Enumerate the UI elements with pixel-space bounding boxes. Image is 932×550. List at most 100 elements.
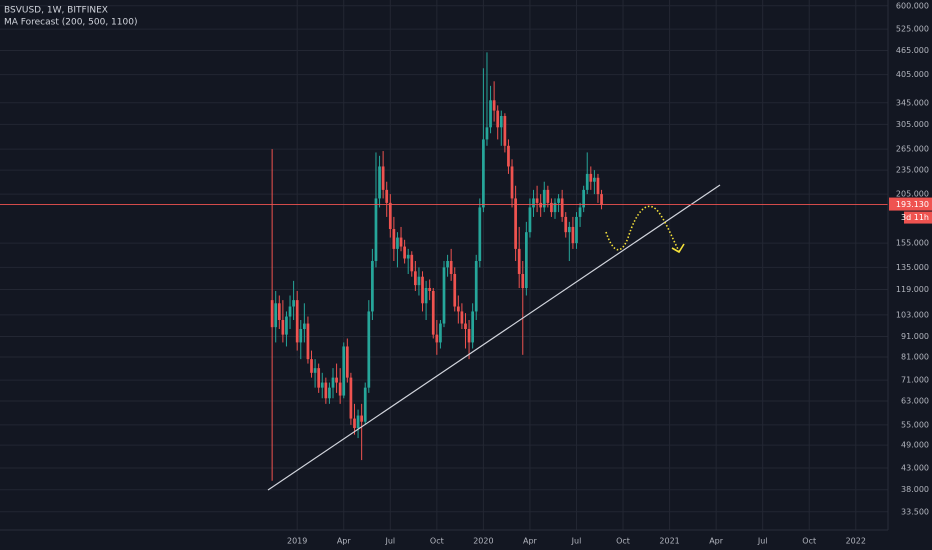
candle-body xyxy=(560,198,564,217)
x-tick-label: Apr xyxy=(709,537,724,546)
candle-body xyxy=(431,290,435,335)
candle-body xyxy=(460,311,464,324)
candle-body xyxy=(557,198,560,203)
candle-body xyxy=(546,189,550,203)
candle-body xyxy=(335,377,338,383)
candle-body xyxy=(474,260,478,312)
chart-title: BSVUSD, 1W, BITFINEX xyxy=(4,6,108,16)
candle-body xyxy=(593,177,596,182)
candle-body xyxy=(285,316,288,335)
candle-body xyxy=(349,377,353,419)
y-tick-label: 155.000 xyxy=(896,239,929,248)
candle-body xyxy=(553,202,557,213)
candle-body xyxy=(403,246,406,259)
y-tick-label: 135.000 xyxy=(896,263,929,272)
candle-body xyxy=(406,254,410,259)
trend-line xyxy=(267,184,721,491)
candle-body xyxy=(277,303,281,321)
candle-body xyxy=(571,226,575,244)
y-tick-label: 81.000 xyxy=(901,352,929,361)
candle-body xyxy=(575,216,578,244)
x-tick-label: Jul xyxy=(571,537,582,546)
candle-body xyxy=(302,323,306,329)
x-tick-label: Jul xyxy=(757,537,768,546)
candle-body xyxy=(342,346,346,396)
candle-body xyxy=(467,328,471,343)
candle-body xyxy=(381,166,385,190)
candle-body xyxy=(270,300,274,328)
candle-body xyxy=(532,198,535,208)
candle-body xyxy=(392,229,396,249)
countdown-badge xyxy=(904,211,932,224)
candle-body xyxy=(374,198,378,261)
candle-body xyxy=(306,323,310,360)
candle-body xyxy=(435,334,439,343)
price-badge xyxy=(889,197,932,211)
y-tick-label: 305.000 xyxy=(896,120,929,129)
candle-body xyxy=(589,173,593,182)
x-tick-label: 2020 xyxy=(473,537,493,546)
y-tick-label: 205.000 xyxy=(896,190,929,199)
y-tick-label: 91.000 xyxy=(901,332,929,341)
y-tick-label: 49.000 xyxy=(901,441,929,450)
candle-body xyxy=(503,116,507,146)
candle-body xyxy=(449,260,453,274)
x-tick-label: 2022 xyxy=(846,537,866,546)
candle-body xyxy=(482,139,485,208)
candle-body xyxy=(428,288,432,291)
candle-body xyxy=(324,382,328,399)
y-tick-label: 71.000 xyxy=(901,376,929,385)
y-tick-label: 63.000 xyxy=(901,397,929,406)
candle-body xyxy=(517,248,521,274)
candle-body xyxy=(496,110,500,128)
x-tick-label: Apr xyxy=(523,537,538,546)
candle-body xyxy=(456,306,460,312)
candle-body xyxy=(600,194,603,205)
price-badge-label: 193.130 xyxy=(896,200,929,209)
y-tick-label: 38.000 xyxy=(901,485,929,494)
candle-body xyxy=(399,237,403,247)
candle-body xyxy=(281,320,285,335)
y-tick-label: 465.000 xyxy=(896,46,929,55)
y-tick-label: 33.500 xyxy=(901,507,929,516)
candle-body xyxy=(338,382,342,396)
candle-body xyxy=(317,368,321,388)
x-tick-label: Apr xyxy=(337,537,352,546)
y-tick-label: 345.000 xyxy=(896,98,929,107)
candle-body xyxy=(378,166,381,199)
x-tick-label: Oct xyxy=(616,537,630,546)
candle-body xyxy=(485,127,489,140)
x-tick-label: Oct xyxy=(802,537,816,546)
candle-body xyxy=(578,207,582,217)
overlay: 193.130 3d 11h xyxy=(0,197,932,224)
x-tick-label: Oct xyxy=(430,537,444,546)
candle-body xyxy=(453,273,457,307)
candle-body xyxy=(514,198,517,249)
y-tick-label: 43.000 xyxy=(901,464,929,473)
candle-body xyxy=(528,207,532,233)
candle-body xyxy=(371,260,374,312)
candle-body xyxy=(464,323,467,329)
candle-body xyxy=(539,202,543,208)
candle-body xyxy=(442,267,446,324)
candle-body xyxy=(345,346,349,378)
candle-body xyxy=(328,387,331,399)
y-tick-label: 265.000 xyxy=(896,145,929,154)
x-tick-label: Jul xyxy=(384,537,395,546)
candle-body xyxy=(274,303,278,328)
candle-body xyxy=(524,232,528,289)
y-tick-label: 103.000 xyxy=(896,310,929,319)
y-tick-label: 405.000 xyxy=(896,70,929,79)
candle-body xyxy=(295,300,299,343)
indicator-label: MA Forecast (200, 500, 1100) xyxy=(4,18,137,28)
candle-body xyxy=(507,145,510,167)
candle-body xyxy=(288,306,292,317)
candle-body xyxy=(492,100,496,111)
candle-body xyxy=(446,260,449,268)
y-tick-label: 235.000 xyxy=(896,166,929,175)
candles xyxy=(270,52,603,481)
candle-body xyxy=(596,177,600,195)
candle-body xyxy=(478,207,482,261)
candle-body xyxy=(385,189,389,203)
